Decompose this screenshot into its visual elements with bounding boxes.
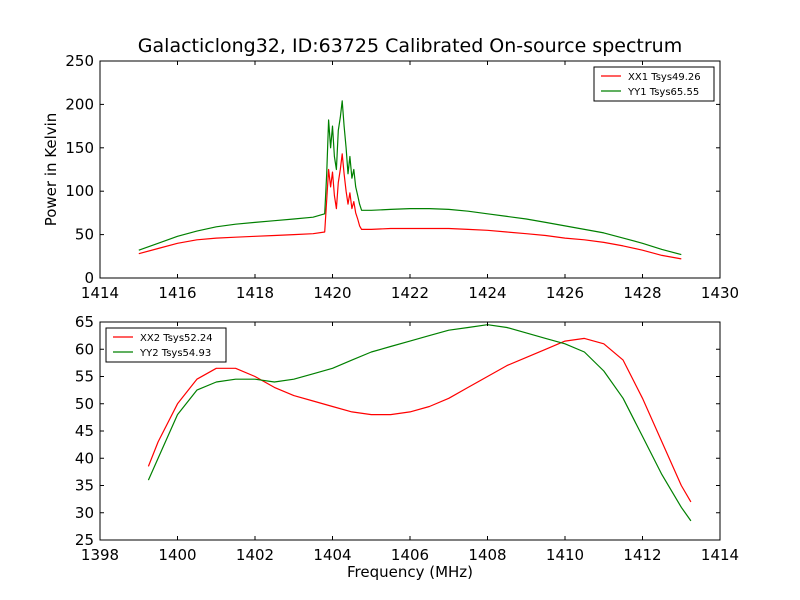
x-tick-label: 1426 [546,284,584,302]
x-tick-label: 1428 [623,284,661,302]
series-line-1-1 [138,153,682,260]
x-axis-label: Frequency (MHz) [347,563,473,581]
x-tick-label: 1430 [701,284,739,302]
y-tick-label: 200 [65,95,94,113]
series-line-2-2 [147,324,692,522]
series-line-1-2 [138,100,682,256]
x-tick-label: 1408 [468,546,506,564]
series-line-2-1 [147,337,692,503]
legend-2: XX2 Tsys52.24 YY2 Tsys54.93 [105,327,227,363]
y-tick-label: 45 [75,422,94,440]
x-tick-label: 1400 [158,546,196,564]
x-tick-label: 1422 [391,284,429,302]
x-tick-label: 1418 [236,284,274,302]
x-tick-label: 1404 [313,546,351,564]
legend-box [593,66,715,102]
x-tick-label: 1414 [701,546,739,564]
x-tick-label: 1406 [391,546,429,564]
y-tick-label: 150 [65,139,94,157]
y-tick-label: 100 [65,182,94,200]
legend-box [105,327,227,363]
y-tick-label: 65 [75,313,94,331]
plot-1: 1414 1416 1418 1420 1422 1424 1426 1428 1430 0 50 1… [42,52,739,302]
x-tick-label: 1412 [623,546,661,564]
figure-title: Galacticlong32, ID:63725 Calibrated On-s… [138,35,682,57]
legend-label: YY2 Tsys54.93 [139,348,211,359]
x-tick-label: 1424 [468,284,506,302]
legend-label: XX2 Tsys52.24 [140,333,213,344]
legend-label: YY1 Tsys65.55 [627,87,699,98]
y-tick-label: 25 [75,531,94,549]
x-tick-label: 1410 [546,546,584,564]
y-tick-label: 40 [75,449,94,467]
y-tick-label: 30 [75,504,94,522]
y-tick-label: 50 [75,226,94,244]
y-tick-label: 0 [84,269,94,287]
y-tick-label: 250 [65,52,94,70]
x-tick-label: 1402 [236,546,274,564]
y-tick-label: 35 [75,477,94,495]
legend-label: XX1 Tsys49.26 [628,72,701,83]
x-tick-label: 1398 [81,546,119,564]
chart-layer: 1414 1416 1418 1420 1422 1424 1426 1428 14300501… [42,52,739,581]
plot-2: 1398 1400 1402 1404 1406 1408 1410 1412 1414 25 30… [75,313,739,581]
y-tick-label: 55 [75,368,94,386]
legend-1: XX1 Tsys49.26 YY1 Tsys65.55 [593,66,715,102]
x-tick-label: 1416 [158,284,196,302]
y-tick-label: 50 [75,395,94,413]
x-tick-label: 1420 [313,284,351,302]
x-tick-label: 1414 [81,284,119,302]
y-tick-label: 60 [75,340,94,358]
y-axis-label: Power in Kelvin [42,113,60,227]
